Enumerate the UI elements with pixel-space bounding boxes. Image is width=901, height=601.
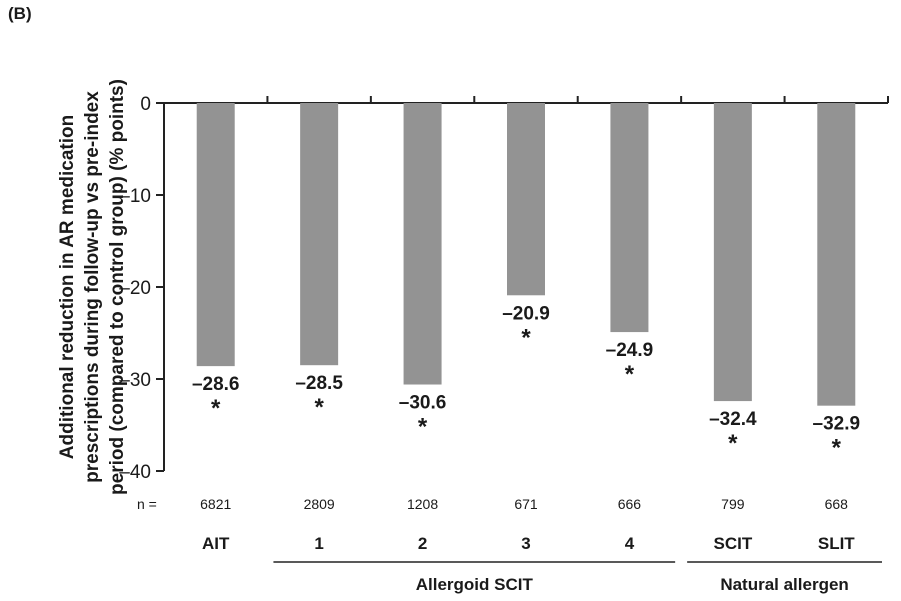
n-value: 666 (618, 496, 642, 512)
bar (196, 103, 235, 367)
data-label: –28.5 (295, 373, 343, 394)
significance-marker: * (521, 324, 531, 351)
bar (403, 103, 442, 385)
bar (817, 103, 856, 406)
category-label: SLIT (818, 534, 855, 553)
category-label: AIT (202, 534, 230, 553)
bar (300, 103, 339, 366)
data-label: –28.6 (192, 374, 240, 395)
significance-marker: * (625, 361, 635, 388)
data-label: –20.9 (502, 303, 550, 324)
group-label: Natural allergen (720, 575, 849, 594)
n-value: 799 (721, 496, 745, 512)
category-label: 2 (418, 534, 427, 553)
category-label: 4 (625, 534, 635, 553)
group-label: Allergoid SCIT (416, 575, 534, 594)
n-value: 671 (514, 496, 538, 512)
bar (713, 103, 752, 402)
significance-marker: * (418, 414, 428, 441)
n-label: n = (137, 496, 157, 512)
category-label: 1 (314, 534, 323, 553)
y-tick-label: –30 (119, 370, 151, 391)
data-label: –32.9 (813, 414, 861, 435)
y-tick-label: 0 (140, 94, 151, 115)
n-value: 2809 (304, 496, 335, 512)
y-axis-label-line: Additional reduction in AR medication (57, 115, 78, 459)
data-label: –30.6 (399, 393, 447, 414)
n-value: 668 (825, 496, 849, 512)
significance-marker: * (832, 435, 842, 462)
panel-label: (B) (8, 4, 32, 23)
bar (507, 103, 545, 296)
category-label: SCIT (713, 534, 752, 553)
n-value: 6821 (200, 496, 231, 512)
y-tick-label: –40 (119, 462, 151, 483)
significance-marker: * (314, 394, 324, 421)
n-value: 1208 (407, 496, 438, 512)
significance-marker: * (211, 395, 221, 422)
y-axis-label-line: prescriptions during follow-up vs pre-in… (82, 91, 103, 483)
significance-marker: * (728, 430, 738, 457)
y-axis-label-line: period (compared to control group) (% po… (107, 79, 128, 495)
y-tick-label: –10 (119, 186, 151, 207)
category-label: 3 (521, 534, 530, 553)
data-label: –24.9 (606, 340, 654, 361)
bar (610, 103, 649, 333)
y-tick-label: –20 (119, 278, 151, 299)
data-label: –32.4 (709, 409, 757, 430)
